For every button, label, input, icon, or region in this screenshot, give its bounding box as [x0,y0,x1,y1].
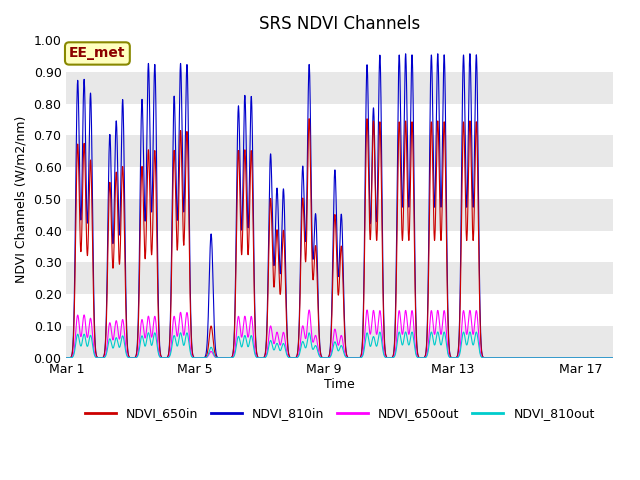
Legend: NDVI_650in, NDVI_810in, NDVI_650out, NDVI_810out: NDVI_650in, NDVI_810in, NDVI_650out, NDV… [80,402,600,425]
Bar [67,40,613,72]
Bar [67,231,613,263]
Bar [67,135,613,167]
Bar [67,72,613,104]
Text: EE_met: EE_met [69,47,125,60]
Bar [67,104,613,135]
Bar [67,263,613,294]
Bar [67,167,613,199]
Bar [67,294,613,326]
Bar [67,326,613,358]
Y-axis label: NDVI Channels (W/m2/nm): NDVI Channels (W/m2/nm) [15,115,28,283]
Title: SRS NDVI Channels: SRS NDVI Channels [259,15,420,33]
Bar [67,199,613,231]
X-axis label: Time: Time [324,378,355,391]
